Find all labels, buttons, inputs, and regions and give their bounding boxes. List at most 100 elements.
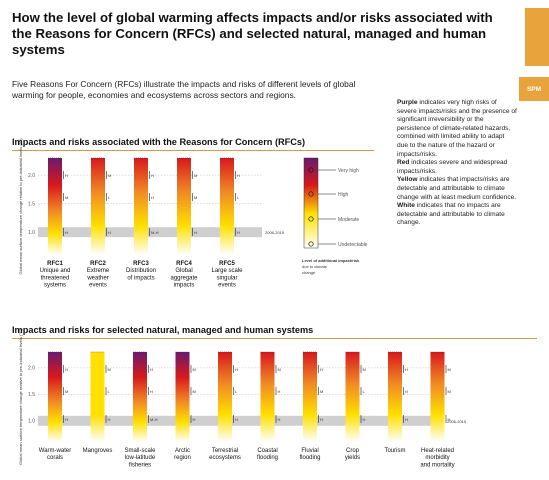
confidence-letter: H [405,367,408,372]
legend-level-label: High [338,192,349,198]
y-tick-label: 2.0 [28,173,35,179]
confidence-letter: H [194,230,197,235]
confidence-letter: H [320,417,323,422]
confidence-letter: H [237,173,240,178]
legend-red-word: Red [397,159,410,167]
bar-label: Fluvial [301,448,318,454]
legend-level-label: Very high [338,168,359,174]
bar-label: aggregate [170,275,198,281]
risk-bar [218,352,232,442]
legend-level-dot [308,216,314,222]
legend-purple-desc: indicates very high risks of severe impa… [397,99,517,158]
y-tick-label: 2.0 [28,366,35,372]
period-band [38,227,262,238]
y-tick-label: 1.0 [28,230,35,236]
confidence-letter: H [235,417,238,422]
confidence-letter: L [108,195,111,200]
confidence-letter: H [278,389,281,394]
bar-label: Unique and [40,268,71,274]
legend-color-bar [303,157,319,249]
risk-bar [345,352,360,442]
spm-tab[interactable]: SPM [519,77,549,101]
legend-white-word: White [397,202,415,210]
y-tick-label: 1.0 [28,419,35,425]
risk-bar [175,352,190,442]
bar-label: morbidity [425,455,449,461]
legend-caption-1: Level of additional impact/risk [302,258,360,263]
period-label: 2006-2015 [447,419,467,424]
confidence-letter: H [65,230,68,235]
y-tick-label: 1.5 [28,201,35,207]
confidence-letter: H [405,389,408,394]
bar-label: yields [345,455,360,461]
bar-label: region [174,455,191,461]
bar-label: RFC1 [47,261,63,267]
confidence-letter: H [65,417,68,422]
risk-bar [133,352,147,442]
confidence-letter: M [194,195,197,200]
confidence-letter: H [150,389,153,394]
confidence-letter: H [363,417,366,422]
bar-label: Crop [346,448,360,454]
bar-label: RFC5 [219,261,235,267]
legend-level-dot [308,191,314,197]
confidence-letter: H [237,230,240,235]
risk-bar [90,352,105,442]
bar-label: RFC2 [90,261,106,267]
y-tick-label: 1.5 [28,392,35,398]
bar-label: Coastal [257,448,277,454]
legend-level-label: Undetectable [338,242,368,248]
confidence-letter: H [108,417,111,422]
confidence-letter: H [320,367,323,372]
confidence-letter: M [448,389,451,394]
confidence-letter: H [448,417,451,422]
bar-label: fisheries [129,462,151,468]
bar-label: weather [86,275,108,281]
legend-caption-2: due to climate [302,264,328,269]
y-axis-label: Global mean surface temperature change r… [18,138,23,275]
risk-bar [303,352,317,442]
page-title: How the level of global warming affects … [12,10,493,57]
confidence-letter: M [278,367,281,372]
bar-label: low-latitude [125,455,156,461]
risk-bar [430,352,445,442]
legend-level-dot [308,167,314,173]
bar-label: Terrestrial [212,448,238,454]
bar-label: singular [216,275,237,281]
risk-bar [220,158,234,255]
confidence-letter: L [235,389,238,394]
section-systems-title: Impacts and risks for selected natural, … [12,325,314,335]
confidence-letter: M [65,389,68,394]
bar-label: flooding [299,455,320,461]
risk-bar [388,352,402,442]
legend-level-label: Moderate [338,217,359,223]
risk-bar [48,158,62,255]
legend-purple-word: Purple [397,99,418,106]
confidence-letter: H [278,417,281,422]
confidence-letter: H [193,417,196,422]
risk-bar [134,158,148,255]
bar-label: and mortality [420,462,454,468]
confidence-letter: M-H [151,230,159,235]
legend-level-dot [308,241,314,247]
bar-label: Heat-related [421,448,454,454]
confidence-letter: M-H [150,417,158,422]
confidence-letter: M [108,367,111,372]
bar-label: threatened [41,275,70,281]
confidence-letter: H [405,417,408,422]
bar-label: events [89,283,107,289]
bar-label: Extreme [87,268,110,274]
side-tab [525,8,549,66]
confidence-letter: M [65,195,68,200]
bar-label: Arctic [175,448,190,454]
confidence-letter: L [108,389,111,394]
intro-text: Five Reasons For Concern (RFCs) illustra… [12,79,356,101]
bar-label: Large scale [211,268,243,274]
bar-label: of impacts [127,275,154,281]
bar-label: impacts [174,283,195,289]
confidence-letter: M [194,173,197,178]
bar-label: flooding [257,455,278,461]
legend-yellow-desc: indicates that impacts/risks are detecta… [397,176,517,201]
period-label: 2006-2015 [265,230,285,235]
